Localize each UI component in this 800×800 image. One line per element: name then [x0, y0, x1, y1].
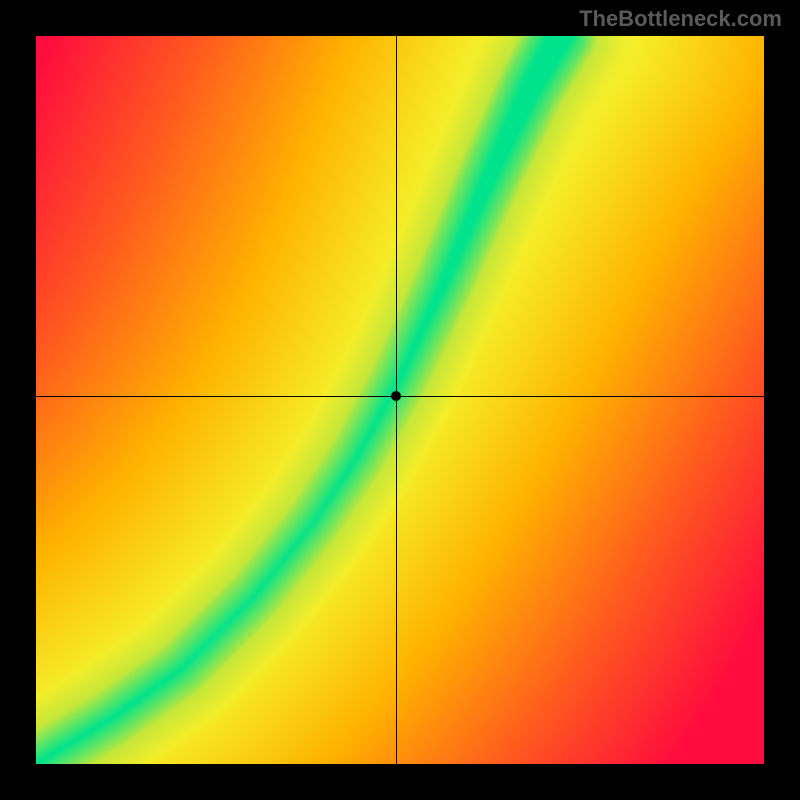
- heatmap-plot: [36, 36, 764, 764]
- crosshair-marker-dot: [391, 391, 401, 401]
- chart-container: TheBottleneck.com: [0, 0, 800, 800]
- heatmap-canvas: [36, 36, 764, 764]
- watermark-text: TheBottleneck.com: [579, 6, 782, 32]
